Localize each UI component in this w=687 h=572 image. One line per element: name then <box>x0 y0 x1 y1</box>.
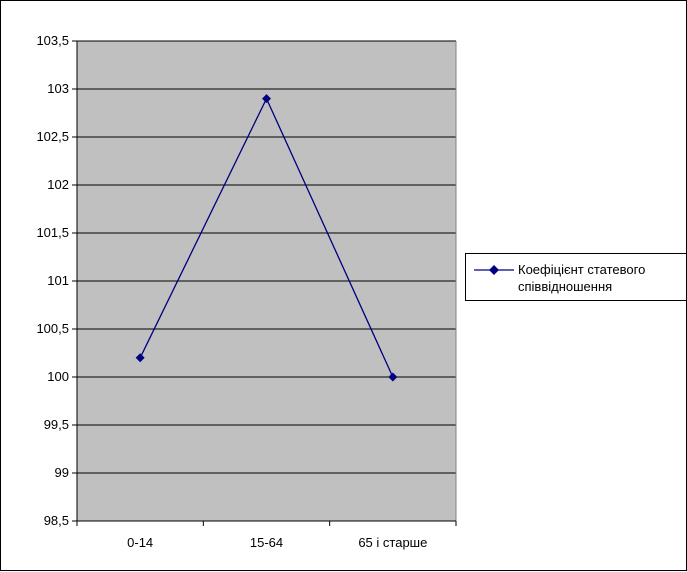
axes <box>72 40 457 526</box>
y-tick-label: 102,5 <box>36 129 69 144</box>
legend-marker <box>474 265 514 275</box>
y-tick-label: 100 <box>47 369 69 384</box>
y-tick-label: 98,5 <box>44 513 69 528</box>
legend: Коефіцієнт статевого співвідношення <box>465 253 687 301</box>
data-point <box>135 353 145 363</box>
y-tick-label: 100,5 <box>36 321 69 336</box>
gridlines <box>77 40 456 522</box>
data-point <box>262 94 271 104</box>
y-tick-labels: 98,5 99 99,5 100 100,5 101 101,5 102 102,5 103 103… <box>36 33 69 528</box>
y-tick-label: 101,5 <box>36 225 69 240</box>
y-tick-label: 103 <box>47 81 69 96</box>
legend-label: Коефіцієнт статевого співвідношення <box>518 262 646 294</box>
data-point <box>388 372 398 382</box>
x-tick-label: 15-64 <box>250 535 283 550</box>
x-tick-label: 0-14 <box>127 535 153 550</box>
y-tick-label: 99 <box>55 465 69 480</box>
y-tick-label: 103,5 <box>36 33 69 48</box>
legend-diamond-icon <box>489 265 499 275</box>
x-tick-label: 65 і старше <box>358 535 427 550</box>
x-tick-labels: 0-14 15-64 65 і старше <box>127 535 427 550</box>
y-tick-label: 102 <box>47 177 69 192</box>
series <box>135 94 398 382</box>
y-tick-label: 101 <box>47 273 69 288</box>
y-tick-label: 99,5 <box>44 417 69 432</box>
